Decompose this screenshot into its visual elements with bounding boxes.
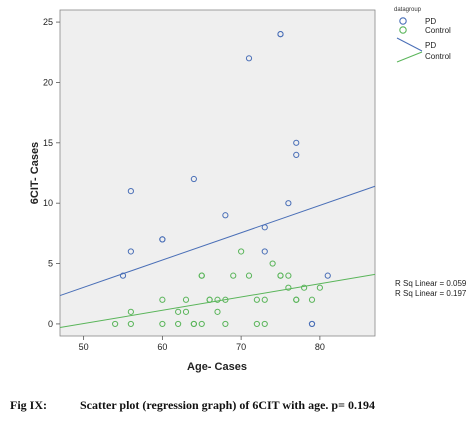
y-tick-label: 10: [43, 198, 53, 208]
point-control: [285, 272, 292, 279]
point-pd: [308, 320, 316, 328]
point-control: [190, 320, 197, 328]
point-control: [253, 320, 260, 328]
point-control: [285, 284, 292, 291]
point-control: [222, 320, 229, 328]
y-tick-label: 5: [48, 259, 53, 269]
point-control: [230, 272, 237, 279]
point-pd: [127, 248, 134, 255]
point-control: [182, 296, 190, 303]
x-axis: 50 60 70 80: [79, 336, 325, 352]
point-control: [112, 320, 119, 328]
rsq-annotation-control: R Sq Linear = 0.197: [395, 289, 467, 298]
y-tick-label: 0: [48, 319, 53, 329]
point-pd: [127, 188, 134, 195]
regression-lines: [59, 185, 376, 329]
point-control: [222, 296, 229, 303]
point-control: [206, 296, 213, 303]
point-control: [308, 296, 316, 303]
point-control: [245, 272, 253, 279]
y-tick-label: 15: [43, 138, 53, 148]
point-control: [214, 308, 221, 315]
point-control: [316, 284, 323, 291]
legend-marker-control: [399, 26, 407, 34]
point-control: [175, 320, 182, 328]
point-control: [127, 320, 134, 328]
point-control: [301, 284, 308, 291]
point-control: [198, 272, 205, 279]
point-control: [182, 308, 190, 315]
x-tick-label: 60: [157, 342, 167, 352]
point-pd: [245, 55, 253, 62]
point-pd: [285, 200, 292, 207]
x-axis-title: Age- Cases: [187, 361, 247, 373]
data-points: [112, 31, 331, 328]
scatter-chart: 50 60 70 80 0 5 10 15 20 25 Age- Cases 6CIT- Cas…: [29, 7, 467, 373]
legend-line-pd: [396, 37, 423, 52]
point-control: [269, 260, 276, 267]
point-control: [159, 320, 166, 328]
legend-label-pd: PD: [425, 17, 436, 26]
point-control: [277, 272, 284, 279]
legend: datagroup PD Control PD Control: [394, 7, 451, 63]
legend-label-pd-line: PD: [425, 41, 436, 50]
caption-text: Scatter plot (regression graph) of 6CIT …: [80, 398, 375, 412]
point-pd: [159, 236, 166, 243]
point-pd: [324, 272, 331, 279]
point-control: [238, 248, 245, 255]
point-control: [261, 320, 268, 328]
point-control: [253, 296, 260, 303]
fit-line-control: [59, 273, 376, 329]
y-tick-label: 25: [43, 17, 53, 27]
fit-line-pd: [59, 185, 376, 297]
x-tick-label: 70: [236, 342, 246, 352]
legend-title: datagroup: [394, 7, 422, 13]
rsq-annotation-pd: R Sq Linear = 0.059: [395, 279, 467, 288]
point-control: [159, 296, 166, 303]
point-pd: [293, 139, 300, 146]
point-control: [261, 296, 268, 303]
point-pd: [261, 248, 268, 255]
point-control: [293, 296, 300, 303]
point-pd: [293, 151, 300, 158]
point-pd: [190, 175, 197, 183]
point-pd: [261, 224, 268, 231]
y-axis: 0 5 10 15 20 25: [43, 17, 60, 329]
legend-marker-pd: [399, 17, 407, 25]
x-tick-label: 80: [315, 342, 325, 352]
caption-label: Fig IX:: [10, 398, 47, 412]
legend-line-control: [396, 51, 423, 63]
legend-label-control: Control: [425, 26, 451, 35]
x-tick-label: 50: [79, 342, 89, 352]
y-axis-title: 6CIT- Cases: [29, 142, 41, 204]
point-pd: [222, 212, 229, 219]
point-pd: [119, 272, 127, 279]
point-control: [214, 296, 221, 303]
plot-area: [59, 9, 376, 337]
point-control: [198, 320, 205, 328]
point-pd: [277, 31, 284, 38]
y-tick-label: 20: [43, 77, 53, 87]
legend-label-control-line: Control: [425, 52, 451, 61]
point-control: [127, 308, 134, 315]
point-control: [175, 308, 182, 315]
